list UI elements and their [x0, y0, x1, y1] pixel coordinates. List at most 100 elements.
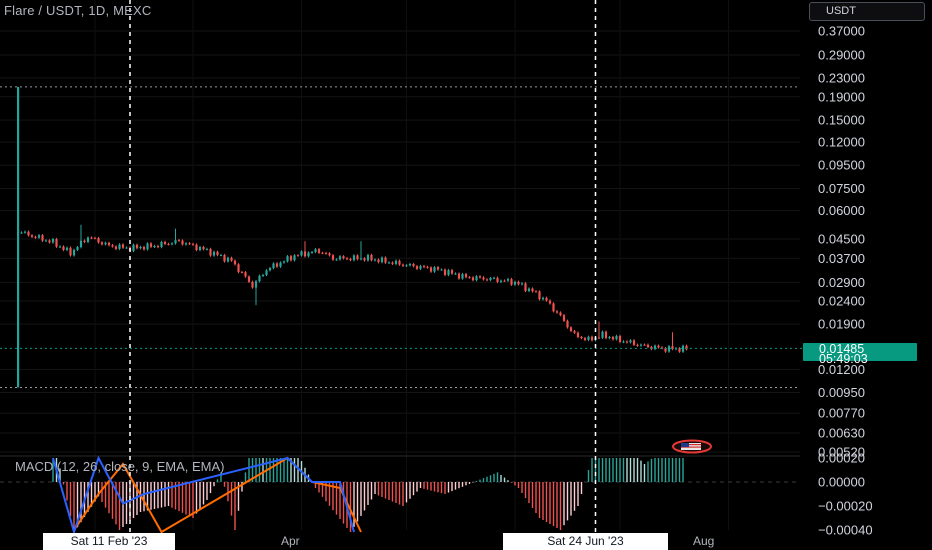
candle [566, 320, 569, 328]
candle [426, 266, 429, 268]
candle [219, 255, 223, 257]
candle [454, 273, 457, 275]
candle [457, 273, 461, 279]
macd-indicator-label[interactable]: MACD (12, 26, close, 9, EMA, EMA) [15, 459, 225, 474]
candle [100, 242, 104, 245]
candle [184, 243, 188, 245]
candle [83, 240, 86, 242]
candle [436, 267, 440, 270]
candle [90, 237, 93, 239]
candle [345, 258, 349, 260]
candle [86, 237, 90, 242]
candle [216, 251, 219, 256]
candle [391, 262, 394, 264]
price-axis-tick: 0.19000 [818, 89, 865, 104]
price-axis-tick: 0.09500 [818, 158, 865, 173]
candle [118, 244, 121, 249]
candle [433, 267, 436, 272]
price-axis-tick: 0.12000 [818, 135, 865, 150]
candle [160, 241, 163, 248]
candle [555, 311, 559, 313]
candle [149, 243, 153, 247]
candle [282, 261, 286, 263]
candle [153, 245, 156, 247]
candle [524, 283, 527, 291]
price-axis-tick: 0.00520 [818, 445, 865, 460]
candle [139, 246, 142, 249]
candle [601, 331, 604, 338]
candle [279, 262, 282, 267]
currency-button[interactable]: USDT [809, 2, 925, 21]
candle [93, 237, 97, 239]
candle [135, 244, 139, 249]
candle [489, 278, 492, 281]
candle [531, 288, 534, 292]
candle [622, 341, 625, 343]
candle [496, 277, 499, 282]
candle [342, 256, 345, 259]
candle [475, 276, 478, 281]
candle [261, 274, 265, 276]
macd-axis-tick: −0.00040 [818, 523, 873, 538]
us-flag-icon[interactable] [671, 439, 713, 454]
price-axis-tick: 0.02900 [818, 275, 865, 290]
candle [520, 283, 524, 285]
candle [394, 260, 398, 264]
candle [681, 345, 685, 352]
candle [48, 240, 51, 243]
candle [51, 239, 55, 243]
candle [653, 345, 657, 350]
candle [20, 232, 23, 234]
candle [205, 248, 209, 250]
candle [405, 265, 408, 267]
candle [104, 242, 107, 245]
candle [608, 337, 611, 339]
candle [55, 239, 58, 247]
candle [272, 263, 275, 269]
last-price-value: 0.01485 [819, 342, 865, 356]
candle [167, 243, 170, 245]
candle [482, 277, 485, 280]
candle [548, 300, 552, 304]
candle [643, 344, 646, 346]
candle [534, 291, 538, 293]
candle [597, 337, 601, 339]
candle [632, 340, 636, 345]
candle [646, 344, 650, 348]
candle [30, 235, 34, 237]
macd-axis-tick: −0.00020 [818, 499, 873, 514]
candle [41, 235, 44, 241]
price-axis-tick: 0.03700 [818, 251, 865, 266]
candle [678, 348, 681, 352]
candle [380, 257, 384, 263]
candle [65, 247, 69, 250]
candle [573, 331, 576, 333]
candle [170, 243, 174, 245]
candle [401, 264, 405, 266]
candle [618, 335, 622, 342]
candle [527, 288, 531, 291]
price-axis-tick: 0.00950 [818, 385, 865, 400]
candle [625, 341, 629, 343]
candle [331, 255, 335, 260]
price-axis-tick: 0.23000 [818, 70, 865, 85]
candle [321, 252, 324, 254]
candle [562, 315, 566, 321]
candle [79, 240, 83, 248]
macd-signal-line [73, 456, 362, 534]
candle [387, 262, 391, 264]
price-axis-tick: 0.29000 [818, 48, 865, 63]
candle [293, 255, 296, 261]
candle [338, 256, 342, 260]
candle [27, 231, 30, 236]
candle [275, 263, 279, 267]
candle [363, 258, 366, 261]
candle [485, 279, 489, 281]
candle [359, 258, 363, 260]
candle [286, 256, 289, 262]
candle [289, 256, 293, 261]
candle [251, 281, 254, 288]
candle [377, 259, 380, 263]
candle [499, 280, 503, 282]
